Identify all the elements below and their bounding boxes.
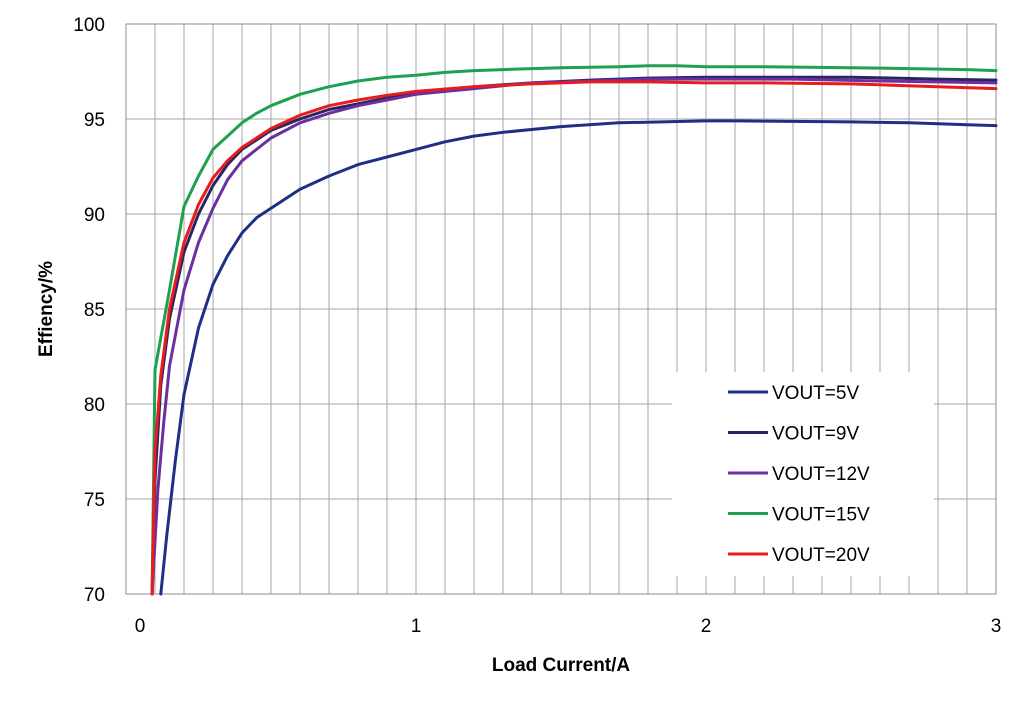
y-axis-title: Effiency/% (36, 261, 57, 357)
legend-box (672, 372, 934, 576)
x-tick-labels: 0 1 2 3 (135, 616, 1002, 637)
series-layer (150, 64, 998, 596)
y-tick-label: 90 (84, 205, 105, 226)
y-tick-label: 95 (84, 110, 105, 131)
series-line-vout-20v (150, 80, 998, 596)
legend-label: VOUT=20V (772, 545, 870, 566)
legend: VOUT=5V VOUT=9V VOUT=12V VOUT=15V VOUT=20V (672, 372, 934, 576)
series-line-vout-15v (150, 64, 998, 596)
y-tick-label: 100 (73, 15, 105, 36)
y-tick-label: 70 (84, 585, 105, 606)
x-tick-label: 2 (701, 616, 712, 637)
legend-label: VOUT=15V (772, 505, 870, 526)
x-axis-title: Load Current/A (492, 655, 631, 676)
x-tick-label: 0 (135, 616, 146, 637)
y-tick-label: 75 (84, 490, 105, 511)
series-line-vout-5v (159, 119, 998, 596)
y-tick-label: 80 (84, 395, 105, 416)
x-tick-label: 1 (411, 616, 422, 637)
legend-label: VOUT=12V (772, 464, 870, 485)
y-tick-label: 85 (84, 300, 105, 321)
legend-label: VOUT=9V (772, 424, 859, 445)
plot-border (125, 23, 997, 595)
series-line-vout-12v (150, 77, 998, 596)
x-tick-label: 3 (991, 616, 1002, 637)
y-tick-labels: 70 75 80 85 90 95 100 (73, 15, 105, 606)
legend-label: VOUT=5V (772, 383, 859, 404)
series-line-vout-9v (150, 75, 998, 596)
